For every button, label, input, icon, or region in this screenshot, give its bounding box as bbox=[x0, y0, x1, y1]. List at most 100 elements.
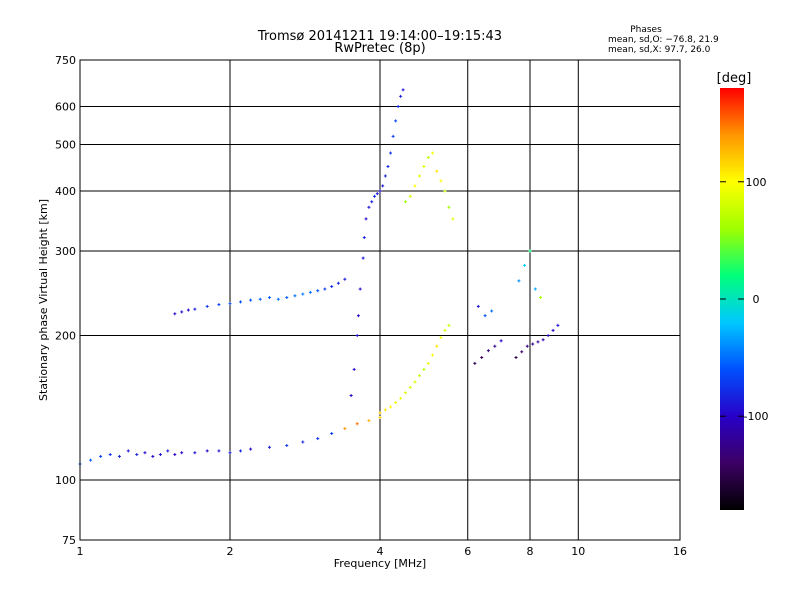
data-point bbox=[403, 391, 407, 395]
x-tick-label: 4 bbox=[377, 545, 384, 558]
y-tick-label: 400 bbox=[55, 185, 76, 198]
x-tick-label: 16 bbox=[673, 545, 687, 558]
data-point bbox=[301, 440, 305, 444]
stats-heading: Phases bbox=[630, 25, 662, 35]
data-point bbox=[356, 314, 360, 318]
data-point bbox=[285, 296, 289, 300]
data-point bbox=[249, 447, 253, 451]
data-point bbox=[316, 289, 320, 293]
plot-frame bbox=[79, 59, 681, 541]
y-tick-label: 500 bbox=[55, 139, 76, 152]
data-point bbox=[343, 277, 347, 281]
data-point bbox=[258, 297, 262, 301]
data-point bbox=[217, 449, 221, 453]
data-point bbox=[108, 453, 112, 457]
data-point bbox=[375, 192, 379, 196]
colorbar-tick-label: 100 bbox=[746, 176, 767, 189]
data-point bbox=[301, 292, 305, 296]
data-point bbox=[417, 174, 421, 178]
data-point bbox=[143, 451, 147, 455]
data-point bbox=[239, 300, 243, 304]
y-tick-label: 750 bbox=[55, 54, 76, 67]
y-tick-label: 75 bbox=[62, 534, 76, 547]
data-point bbox=[186, 308, 190, 312]
data-point bbox=[383, 174, 387, 178]
data-point bbox=[217, 303, 221, 307]
y-tick-label: 300 bbox=[55, 245, 76, 258]
chart-title: Tromsø 20141211 19:14:00–19:15:43 bbox=[257, 29, 502, 44]
data-point bbox=[514, 355, 518, 359]
y-tick-label: 200 bbox=[55, 330, 76, 343]
data-point bbox=[394, 119, 398, 123]
colorbar-tick-label: 0 bbox=[753, 293, 760, 306]
data-point bbox=[486, 349, 490, 353]
data-point bbox=[394, 401, 398, 405]
data-point bbox=[180, 310, 184, 314]
data-point bbox=[426, 155, 430, 159]
data-point bbox=[523, 263, 527, 267]
data-point bbox=[193, 451, 197, 455]
data-point bbox=[193, 307, 197, 311]
data-point bbox=[483, 314, 487, 318]
data-point bbox=[499, 339, 503, 343]
data-point bbox=[228, 302, 232, 306]
x-tick-label: 2 bbox=[227, 545, 234, 558]
data-point bbox=[490, 309, 494, 313]
data-point bbox=[373, 194, 377, 198]
data-point bbox=[205, 449, 209, 453]
data-point bbox=[343, 427, 347, 431]
data-point bbox=[180, 451, 184, 455]
data-point bbox=[556, 323, 560, 327]
data-point bbox=[135, 453, 139, 457]
data-point bbox=[408, 194, 412, 198]
data-point bbox=[546, 334, 550, 338]
data-point bbox=[358, 287, 362, 291]
x-tick-label: 10 bbox=[571, 545, 585, 558]
stats-line-x: mean, sd,X: 97.7, 26.0 bbox=[608, 45, 711, 55]
colorbar-label: [deg] bbox=[717, 71, 752, 86]
data-point bbox=[349, 394, 353, 398]
data-point bbox=[126, 449, 130, 453]
data-point bbox=[408, 385, 412, 389]
data-point bbox=[401, 88, 405, 92]
data-point bbox=[239, 449, 243, 453]
data-point bbox=[367, 419, 371, 423]
x-tick-label: 1 bbox=[77, 545, 84, 558]
data-point bbox=[439, 179, 443, 183]
x-axis-label: Frequency [MHz] bbox=[334, 557, 426, 570]
data-point bbox=[173, 453, 177, 457]
data-point bbox=[417, 374, 421, 378]
data-point bbox=[316, 437, 320, 441]
data-point bbox=[362, 236, 366, 240]
data-point bbox=[403, 200, 407, 204]
data-point bbox=[370, 200, 374, 204]
data-point bbox=[493, 344, 497, 348]
colorbar-ticks: 100 0 -100 bbox=[720, 176, 768, 423]
data-point bbox=[391, 134, 395, 138]
data-point bbox=[89, 458, 93, 462]
data-point bbox=[399, 396, 403, 400]
data-point bbox=[451, 217, 455, 221]
data-point bbox=[228, 451, 232, 455]
data-point bbox=[426, 361, 430, 365]
data-point bbox=[205, 304, 209, 308]
data-point bbox=[389, 405, 393, 409]
data-point bbox=[267, 445, 271, 449]
y-tick-label: 100 bbox=[55, 474, 76, 487]
data-point bbox=[267, 296, 271, 300]
data-point bbox=[443, 328, 447, 332]
x-tick-label: 8 bbox=[527, 545, 534, 558]
data-point bbox=[422, 164, 426, 168]
data-point bbox=[249, 298, 253, 302]
data-point bbox=[361, 256, 365, 260]
data-point bbox=[520, 350, 524, 354]
data-point bbox=[99, 454, 103, 458]
grid-lines bbox=[80, 60, 680, 540]
data-point bbox=[330, 285, 334, 289]
data-point bbox=[285, 444, 289, 448]
data-point bbox=[517, 279, 521, 283]
data-point bbox=[378, 415, 382, 419]
colorbar-tick-label: -100 bbox=[744, 410, 769, 423]
data-point bbox=[336, 281, 340, 285]
data-point bbox=[528, 249, 532, 253]
